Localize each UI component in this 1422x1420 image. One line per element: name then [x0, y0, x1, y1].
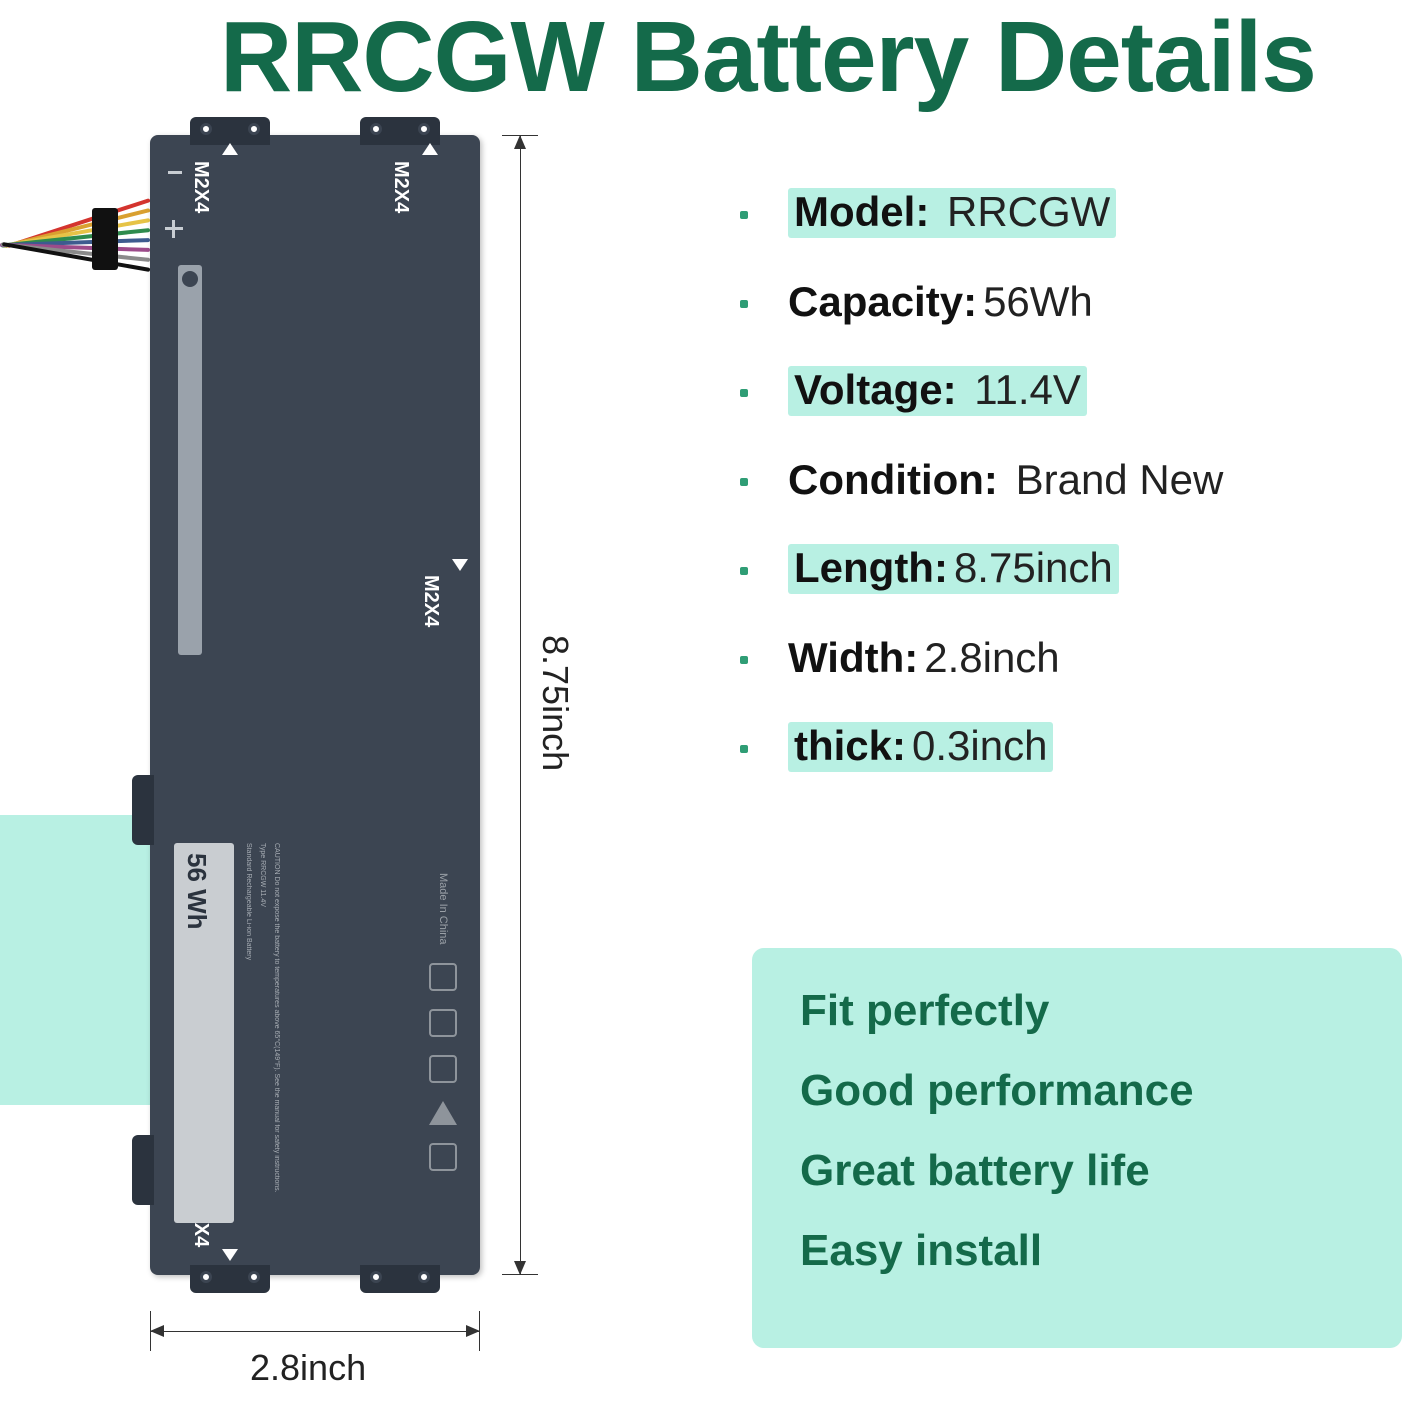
- arrow-icon: [466, 1325, 480, 1337]
- spec-text: Voltage: 11.4V: [788, 366, 1087, 416]
- bullet-icon: [740, 567, 748, 575]
- spec-row: Voltage: 11.4V: [740, 366, 1380, 416]
- connector-head-icon: [92, 208, 118, 270]
- side-mount-tab: [132, 775, 154, 845]
- arrow-icon: [222, 143, 238, 155]
- info-strip: [178, 265, 202, 655]
- mount-tab: [190, 117, 270, 145]
- made-in-label: Made In China: [437, 873, 449, 945]
- arrow-icon: [452, 559, 468, 571]
- screw-label: M2X4: [419, 575, 442, 627]
- spec-text: Model: RRCGW: [788, 188, 1116, 238]
- recycle-icon: [429, 1009, 457, 1037]
- feature-line: Easy install: [800, 1226, 1354, 1276]
- spec-row: Capacity:56Wh: [740, 278, 1380, 326]
- bullet-icon: [740, 656, 748, 664]
- arrow-icon: [514, 135, 526, 149]
- bullet-icon: [740, 478, 748, 486]
- features-box: Fit perfectly Good performance Great batte…: [752, 948, 1402, 1348]
- spec-row: Condition: Brand New: [740, 456, 1380, 504]
- bullet-icon: [740, 300, 748, 308]
- ce-icon: [429, 1055, 457, 1083]
- polarity-minus-icon: [168, 171, 182, 174]
- mount-tab: [190, 1265, 270, 1293]
- height-dimension-label: 8.75inch: [534, 635, 576, 771]
- battery-body: M2X4 M2X4 M2X4 M2X4 56 Wh Standard Recha…: [150, 135, 480, 1275]
- bullet-icon: [740, 389, 748, 397]
- spec-text: Length:8.75inch: [788, 544, 1119, 594]
- spec-text: Capacity:56Wh: [788, 278, 1093, 326]
- spec-row: thick:0.3inch: [740, 722, 1380, 772]
- spec-row: Width:2.8inch: [740, 634, 1380, 682]
- spec-text: thick:0.3inch: [788, 722, 1053, 772]
- screw-label: M2X4: [189, 161, 212, 213]
- capacity-wh: 56 Wh: [181, 853, 212, 930]
- spec-text: Condition: Brand New: [788, 456, 1223, 504]
- spec-text: Width:2.8inch: [788, 634, 1060, 682]
- capacity-label-block: 56 Wh: [174, 843, 234, 1223]
- battery-connector-wires: [0, 190, 155, 280]
- spec-row: Length:8.75inch: [740, 544, 1380, 594]
- mount-tab: [360, 1265, 440, 1293]
- liion-icon: [429, 1143, 457, 1171]
- feature-line: Fit perfectly: [800, 986, 1354, 1036]
- bullet-icon: [740, 745, 748, 753]
- arrow-icon: [150, 1325, 164, 1337]
- side-mount-tab: [132, 1135, 154, 1205]
- bin-icon: [429, 963, 457, 991]
- dimension-line-horizontal: [150, 1331, 480, 1332]
- warning-icon: [429, 1101, 457, 1125]
- screw-label: M2X4: [389, 161, 412, 213]
- polarity-plus-icon: [172, 220, 175, 238]
- dimension-line-vertical: [520, 135, 521, 1275]
- specs-list: Model: RRCGW Capacity:56Wh Voltage: 11.4V C…: [740, 188, 1380, 812]
- arrow-icon: [422, 143, 438, 155]
- spec-row: Model: RRCGW: [740, 188, 1380, 238]
- arrow-icon: [514, 1261, 526, 1275]
- bullet-icon: [740, 211, 748, 219]
- battery-illustration: M2X4 M2X4 M2X4 M2X4 56 Wh Standard Recha…: [50, 135, 650, 1335]
- arrow-icon: [222, 1249, 238, 1261]
- page-title: RRCGW Battery Details: [220, 0, 1316, 115]
- feature-line: Good performance: [800, 1066, 1354, 1116]
- info-icon: [182, 271, 198, 287]
- width-dimension-label: 2.8inch: [250, 1347, 366, 1389]
- certification-icons: Made In China: [428, 873, 458, 1213]
- feature-line: Great battery life: [800, 1146, 1354, 1196]
- mount-tab: [360, 117, 440, 145]
